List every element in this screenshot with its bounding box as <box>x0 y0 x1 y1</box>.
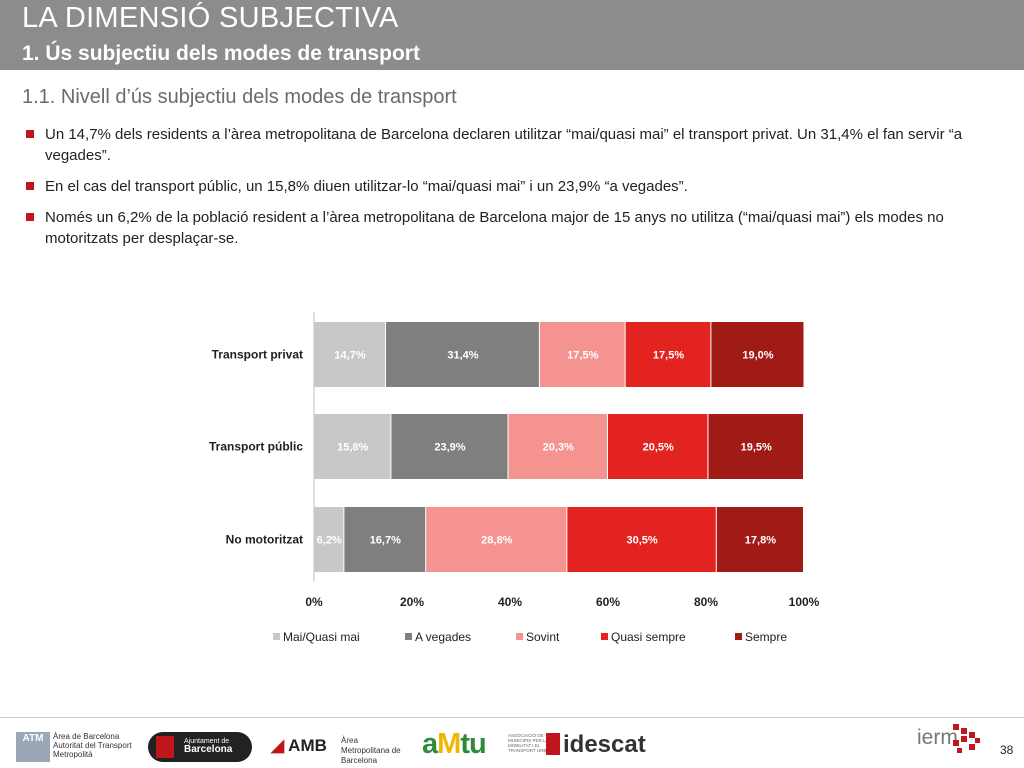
bar-segment <box>508 414 607 479</box>
data-label: 17,5% <box>653 350 684 362</box>
bar-segment <box>539 322 625 387</box>
data-label: 17,5% <box>567 350 598 362</box>
bar-segment <box>625 322 711 387</box>
legend-label: A vegades <box>415 630 471 644</box>
bar-segment <box>314 322 386 387</box>
amb-logo-caption: Àrea Metropolitana de Barcelona <box>341 736 401 765</box>
page-number: 38 <box>1000 743 1014 757</box>
bullet-square-icon <box>26 130 34 138</box>
bullet-text: En el cas del transport públic, un 15,8%… <box>45 178 688 195</box>
data-label: 31,4% <box>447 350 478 362</box>
x-tick-label: 100% <box>789 595 820 609</box>
legend-swatch <box>405 633 412 640</box>
legend-label: Sempre <box>745 630 787 644</box>
bullet-item: Un 14,7% dels residents a l’àrea metropo… <box>24 124 990 166</box>
bar-segment <box>708 414 803 479</box>
x-tick-label: 20% <box>400 595 424 609</box>
atm-logo-text: ATM <box>22 733 44 744</box>
data-label: 19,0% <box>742 350 773 362</box>
bar-segment <box>314 414 391 479</box>
atm-logo-caption: Àrea de Barcelona Autoritat del Transpor… <box>53 732 132 759</box>
slide-subtitle: 1. Ús subjectiu dels modes de transport <box>22 42 420 65</box>
amtu-m: M <box>437 728 461 760</box>
bullet-square-icon <box>26 182 34 190</box>
data-label: 30,5% <box>626 535 657 547</box>
amb-logo-text: AMB <box>288 736 327 755</box>
idescat-logo: idescat <box>546 731 646 759</box>
bar-segment <box>426 507 567 572</box>
amtu-a: a <box>422 728 438 760</box>
amtu-logo-caption: ASSOCIACIÓ DE MUNICIPIS PER LA MOBILITAT… <box>508 733 550 753</box>
ierm-mark-icon <box>953 724 980 753</box>
bullet-item: En el cas del transport públic, un 15,8%… <box>24 176 990 197</box>
ierm-logo: ierm <box>917 726 958 749</box>
x-tick-label: 0% <box>305 595 323 609</box>
legend-swatch <box>601 633 608 640</box>
data-label: 19,5% <box>741 442 772 454</box>
category-label: No motoritzat <box>226 533 303 547</box>
bar-segment <box>344 507 426 572</box>
data-label: 20,5% <box>643 442 674 454</box>
x-tick-label: 60% <box>596 595 620 609</box>
bar-segment <box>386 322 539 387</box>
legend-label: Sovint <box>526 630 560 644</box>
legend-label: Mai/Quasi mai <box>283 630 360 644</box>
footer-divider <box>0 717 1024 718</box>
bar-segment <box>391 414 508 479</box>
ajuntament-small-text: Ajuntament de <box>184 738 230 745</box>
data-label: 6,2% <box>317 535 342 547</box>
slide-header: LA DIMENSIÓ SUBJECTIVA 1. Ús subjectiu d… <box>0 0 1024 70</box>
legend-swatch <box>273 633 280 640</box>
data-label: 20,3% <box>543 442 574 454</box>
amtu-logo: aMtu <box>422 728 487 761</box>
legend-swatch <box>516 633 523 640</box>
amb-logo: ◢ AMB <box>271 736 327 756</box>
data-label: 14,7% <box>334 350 365 362</box>
slide-title: LA DIMENSIÓ SUBJECTIVA <box>22 2 399 34</box>
idescat-logo-text: idescat <box>563 731 646 758</box>
bar-segment <box>567 507 716 572</box>
bullet-item: Només un 6,2% de la població resident a … <box>24 207 990 249</box>
ajuntament-barcelona-logo: Ajuntament de Barcelona <box>148 732 252 762</box>
atm-logo: ATM <box>16 732 50 762</box>
bullet-text: Un 14,7% dels residents a l’àrea metropo… <box>45 126 963 164</box>
bar-segment <box>716 507 803 572</box>
category-label: Transport públic <box>209 440 303 454</box>
category-label: Transport privat <box>212 348 303 362</box>
x-tick-label: 40% <box>498 595 522 609</box>
data-label: 17,8% <box>745 535 776 547</box>
data-label: 28,8% <box>481 535 512 547</box>
idescat-mark-icon <box>546 733 560 755</box>
data-label: 16,7% <box>370 535 401 547</box>
ajuntament-name-text: Barcelona <box>184 744 233 755</box>
ajuntament-text: Ajuntament de Barcelona <box>184 738 232 755</box>
bar-segment <box>608 414 708 479</box>
legend-label: Quasi sempre <box>611 630 686 644</box>
section-title: 1.1. Nivell d’ús subjectiu dels modes de… <box>22 86 457 108</box>
data-label: 23,9% <box>434 442 465 454</box>
x-tick-label: 80% <box>694 595 718 609</box>
barcelona-shield-icon <box>156 736 174 758</box>
amb-triangle-icon: ◢ <box>271 736 285 755</box>
bullet-list: Un 14,7% dels residents a l’àrea metropo… <box>24 124 990 259</box>
data-label: 15,8% <box>337 442 368 454</box>
amtu-tu: tu <box>460 728 486 760</box>
bar-segment <box>314 507 344 572</box>
bullet-square-icon <box>26 213 34 221</box>
bullet-text: Només un 6,2% de la població resident a … <box>45 209 944 247</box>
legend-swatch <box>735 633 742 640</box>
bar-segment <box>711 322 804 387</box>
